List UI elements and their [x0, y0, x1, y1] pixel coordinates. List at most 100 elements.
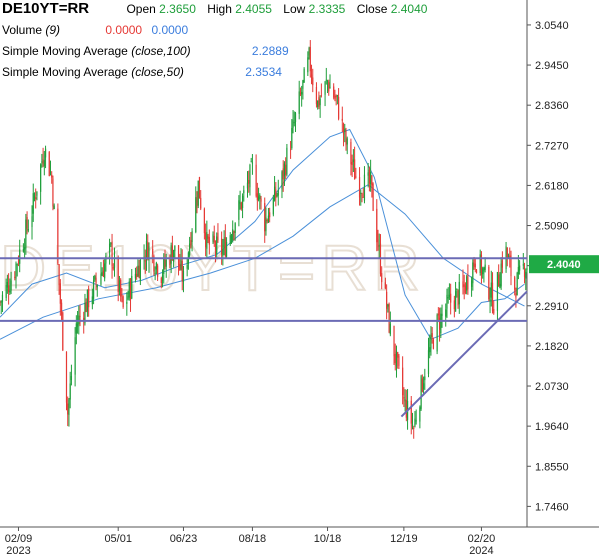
candle-body	[275, 189, 277, 199]
candle-body	[229, 235, 231, 244]
candle-body	[318, 97, 320, 107]
candle-body	[83, 317, 85, 321]
candle-body	[60, 302, 63, 316]
candle-body	[22, 249, 24, 252]
candle-body	[282, 168, 284, 180]
x-tick-label: 12/19	[390, 533, 418, 545]
candle-body	[70, 376, 73, 381]
candle-body	[289, 149, 292, 151]
candle-body	[457, 290, 459, 306]
candle-body	[17, 261, 20, 264]
candle-body	[180, 260, 182, 268]
candle-body	[500, 263, 502, 287]
candle-body	[121, 294, 123, 296]
candle-body	[234, 223, 236, 233]
candle-body	[1, 294, 4, 302]
candle-body	[189, 243, 191, 256]
low-value: 2.3335	[308, 2, 346, 16]
trendlines[interactable]	[0, 257, 528, 418]
candle-body	[510, 255, 512, 277]
candle-body	[276, 194, 278, 196]
y-tick-label: 1.7460	[535, 501, 569, 513]
candle-body	[377, 239, 379, 248]
candle-body	[196, 200, 198, 203]
candle-body	[5, 285, 7, 298]
candle-body	[293, 122, 295, 124]
candle-body	[367, 172, 369, 176]
candle-body	[19, 249, 21, 264]
candle-body	[415, 420, 417, 422]
x-tick-label: 08/18	[239, 533, 267, 545]
candle-body	[310, 74, 313, 78]
volume-param: (9)	[45, 23, 61, 37]
candle-body	[255, 164, 257, 196]
candle-body	[329, 86, 331, 89]
volume-legend: Volume (9) 0.0000 0.0000	[2, 23, 188, 37]
candle-body	[514, 277, 516, 290]
candle-body	[108, 243, 111, 253]
candle-body	[238, 200, 240, 220]
candle-body	[257, 196, 260, 201]
candle-body	[266, 220, 268, 222]
candle-body	[361, 194, 363, 196]
candle-body	[281, 171, 283, 189]
candle-body	[307, 57, 309, 73]
candle-body	[283, 163, 286, 177]
candle-body	[248, 179, 250, 184]
candle-body	[105, 255, 107, 264]
candle-body	[372, 183, 374, 211]
close-value: 2.4040	[390, 2, 428, 16]
candle-body	[200, 197, 202, 209]
candle-body	[24, 247, 26, 250]
candle-body	[312, 77, 314, 86]
candle-body	[52, 178, 54, 207]
candle-body	[96, 284, 98, 288]
y-tick-label: 2.5090	[535, 221, 569, 233]
candle-body	[225, 242, 228, 257]
candle-body	[246, 182, 249, 189]
candle-body	[222, 249, 224, 256]
candle-body	[57, 208, 59, 264]
candle-body	[118, 280, 121, 292]
candle-body	[148, 246, 150, 261]
volume-label: Volume	[2, 23, 43, 37]
candle-body	[112, 267, 114, 269]
candle-body	[113, 257, 116, 268]
trendline	[400, 290, 528, 418]
candle-body	[173, 249, 175, 262]
candlestick-series	[0, 40, 528, 439]
candle-body	[239, 202, 241, 204]
candle-body	[498, 274, 500, 287]
candle-body	[273, 186, 276, 201]
volume-value-2: 0.0000	[151, 23, 189, 37]
candle-body	[75, 323, 77, 334]
candle-body	[525, 271, 527, 279]
candle-body	[328, 82, 330, 92]
open-label: Open	[126, 2, 156, 16]
candle-body	[355, 176, 357, 178]
candle-body	[402, 367, 404, 396]
candle-body	[8, 285, 10, 293]
candle-body	[424, 376, 426, 381]
candle-body	[427, 350, 430, 375]
candle-body	[491, 282, 494, 311]
candle-body	[179, 263, 181, 270]
candle-body	[62, 312, 64, 351]
candle-body	[95, 277, 97, 284]
candle-body	[43, 160, 45, 167]
candle-body	[338, 96, 340, 119]
candle-body	[488, 266, 490, 300]
candle-body	[48, 152, 50, 177]
x-tick-year-label: 2023	[6, 545, 30, 557]
candle-body	[438, 317, 441, 330]
candle-body	[181, 260, 183, 282]
candle-body	[221, 238, 223, 255]
candle-body	[490, 282, 492, 298]
candle-body	[506, 247, 508, 258]
candle-body	[345, 130, 347, 146]
candle-body	[350, 141, 352, 165]
candle-body	[32, 193, 34, 214]
x-tick-year-label: 2024	[469, 545, 493, 557]
y-tick-label: 3.0540	[535, 20, 569, 32]
